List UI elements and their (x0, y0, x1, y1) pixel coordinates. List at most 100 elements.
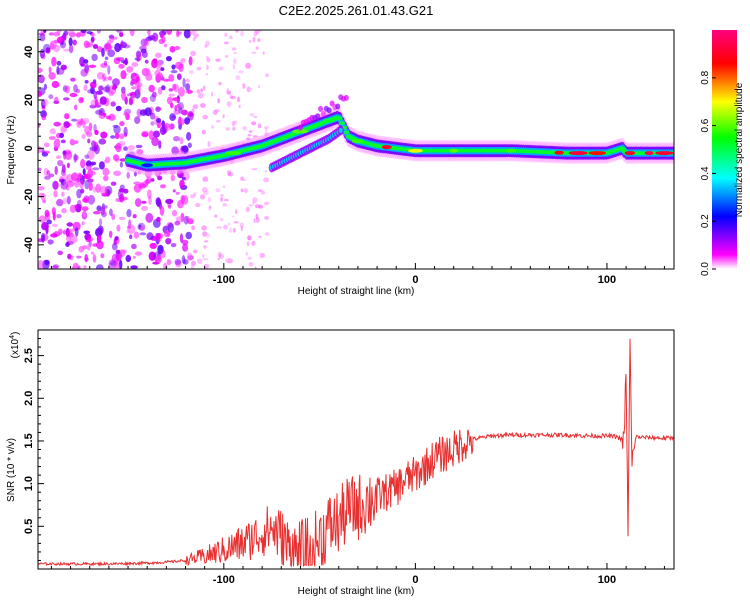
snr-scale-base: (x10 (10, 338, 21, 358)
noise-speckle (48, 66, 52, 74)
noise-speckle (206, 64, 209, 70)
noise-speckle (82, 245, 88, 250)
spectrogram-x-ticks: -100 0 100 (50, 263, 665, 286)
noise-speckle (95, 99, 99, 107)
noise-speckle (150, 112, 156, 120)
ridge-cell (336, 116, 343, 121)
noise-speckle (84, 154, 90, 159)
noise-speckle (220, 194, 224, 197)
noise-speckle (217, 98, 221, 104)
noise-speckle (123, 188, 129, 194)
noise-speckle (97, 225, 104, 235)
noise-speckle (133, 171, 137, 177)
branch-cell (315, 113, 321, 120)
noise-speckle (57, 160, 64, 167)
noise-speckle (84, 254, 88, 263)
colorbar-tick-label: 0.4 (700, 166, 711, 180)
noise-speckle (56, 60, 62, 66)
noise-speckle (38, 74, 45, 84)
noise-speckle (82, 168, 86, 176)
y-tick-label: 40 (23, 46, 35, 58)
noise-speckle (75, 88, 81, 94)
noise-speckle (108, 113, 116, 121)
noise-speckle (229, 227, 232, 234)
noise-speckle (38, 167, 42, 172)
noise-speckle (259, 252, 266, 259)
noise-speckle (74, 179, 80, 188)
noise-speckle (123, 146, 128, 151)
noise-speckle (86, 244, 91, 251)
noise-speckle (91, 146, 98, 152)
noise-speckle (60, 139, 66, 144)
noise-speckle (200, 194, 205, 200)
noise-speckle (56, 67, 65, 75)
noise-speckle (115, 105, 122, 112)
ridge-hotspot (554, 150, 564, 155)
noise-speckle (235, 209, 238, 215)
noise-speckle (165, 56, 172, 62)
noise-speckle (57, 250, 63, 256)
noise-speckle (80, 158, 86, 169)
noise-speckle (206, 57, 211, 63)
y-tick-label: 0 (23, 145, 35, 151)
noise-speckle (232, 58, 237, 64)
noise-speckle (95, 183, 102, 193)
noise-speckle (247, 235, 252, 241)
ridge-hotspot (588, 151, 607, 156)
branch-cell (326, 107, 332, 114)
noise-speckle (107, 49, 116, 58)
noise-speckle (218, 81, 222, 86)
noise-speckle (103, 42, 112, 52)
noise-speckle (182, 243, 189, 252)
noise-speckle (127, 144, 135, 151)
noise-speckle (135, 81, 143, 88)
noise-speckle (170, 174, 176, 182)
noise-speckle (202, 114, 208, 120)
noise-speckle (87, 178, 94, 183)
noise-speckle (53, 190, 58, 198)
noise-speckle (264, 216, 269, 220)
noise-speckle (151, 136, 160, 147)
noise-speckle (160, 67, 165, 71)
ridge-cell (343, 130, 350, 135)
noise-speckle (171, 64, 176, 70)
noise-speckle (223, 41, 229, 45)
noise-speckle (174, 258, 182, 266)
noise-speckle (68, 37, 73, 46)
noise-speckle (58, 228, 63, 235)
noise-speckle (123, 126, 128, 137)
noise-speckle (211, 124, 215, 129)
snr-y-ticks: 0.5 1.0 1.5 2.0 2.5 (23, 338, 44, 561)
noise-speckle (130, 265, 138, 269)
noise-speckle (129, 30, 135, 37)
ridge-hotspot (190, 159, 200, 163)
noise-speckle (38, 91, 43, 97)
noise-speckle (134, 57, 141, 61)
noise-speckle (193, 249, 198, 254)
noise-speckle (114, 236, 119, 241)
ridge-hotspot (568, 151, 588, 156)
noise-speckle (43, 83, 48, 90)
noise-speckle (191, 225, 196, 231)
noise-speckle (188, 56, 193, 66)
noise-speckle (203, 258, 209, 261)
noise-speckle (79, 56, 85, 67)
noise-speckle (62, 197, 67, 205)
noise-speckle (136, 149, 144, 155)
y-tick-label: 1.0 (23, 476, 35, 491)
noise-speckle (251, 240, 256, 246)
ridge-hotspot (449, 148, 459, 153)
noise-speckle (185, 231, 192, 240)
noise-speckle (39, 48, 46, 59)
noise-speckle (156, 233, 161, 240)
colorbar-tick-label: 0.2 (700, 214, 711, 228)
noise-speckle (200, 103, 206, 108)
noise-speckle (207, 141, 211, 147)
noise-speckle (65, 242, 70, 247)
snr-panel: -100 0 100 0.5 1.0 1.5 2.0 2.5 Height of strai… (6, 329, 675, 597)
noise-speckle (83, 117, 90, 124)
noise-speckle (62, 85, 68, 92)
noise-speckle (44, 175, 51, 180)
noise-speckle (263, 177, 270, 183)
